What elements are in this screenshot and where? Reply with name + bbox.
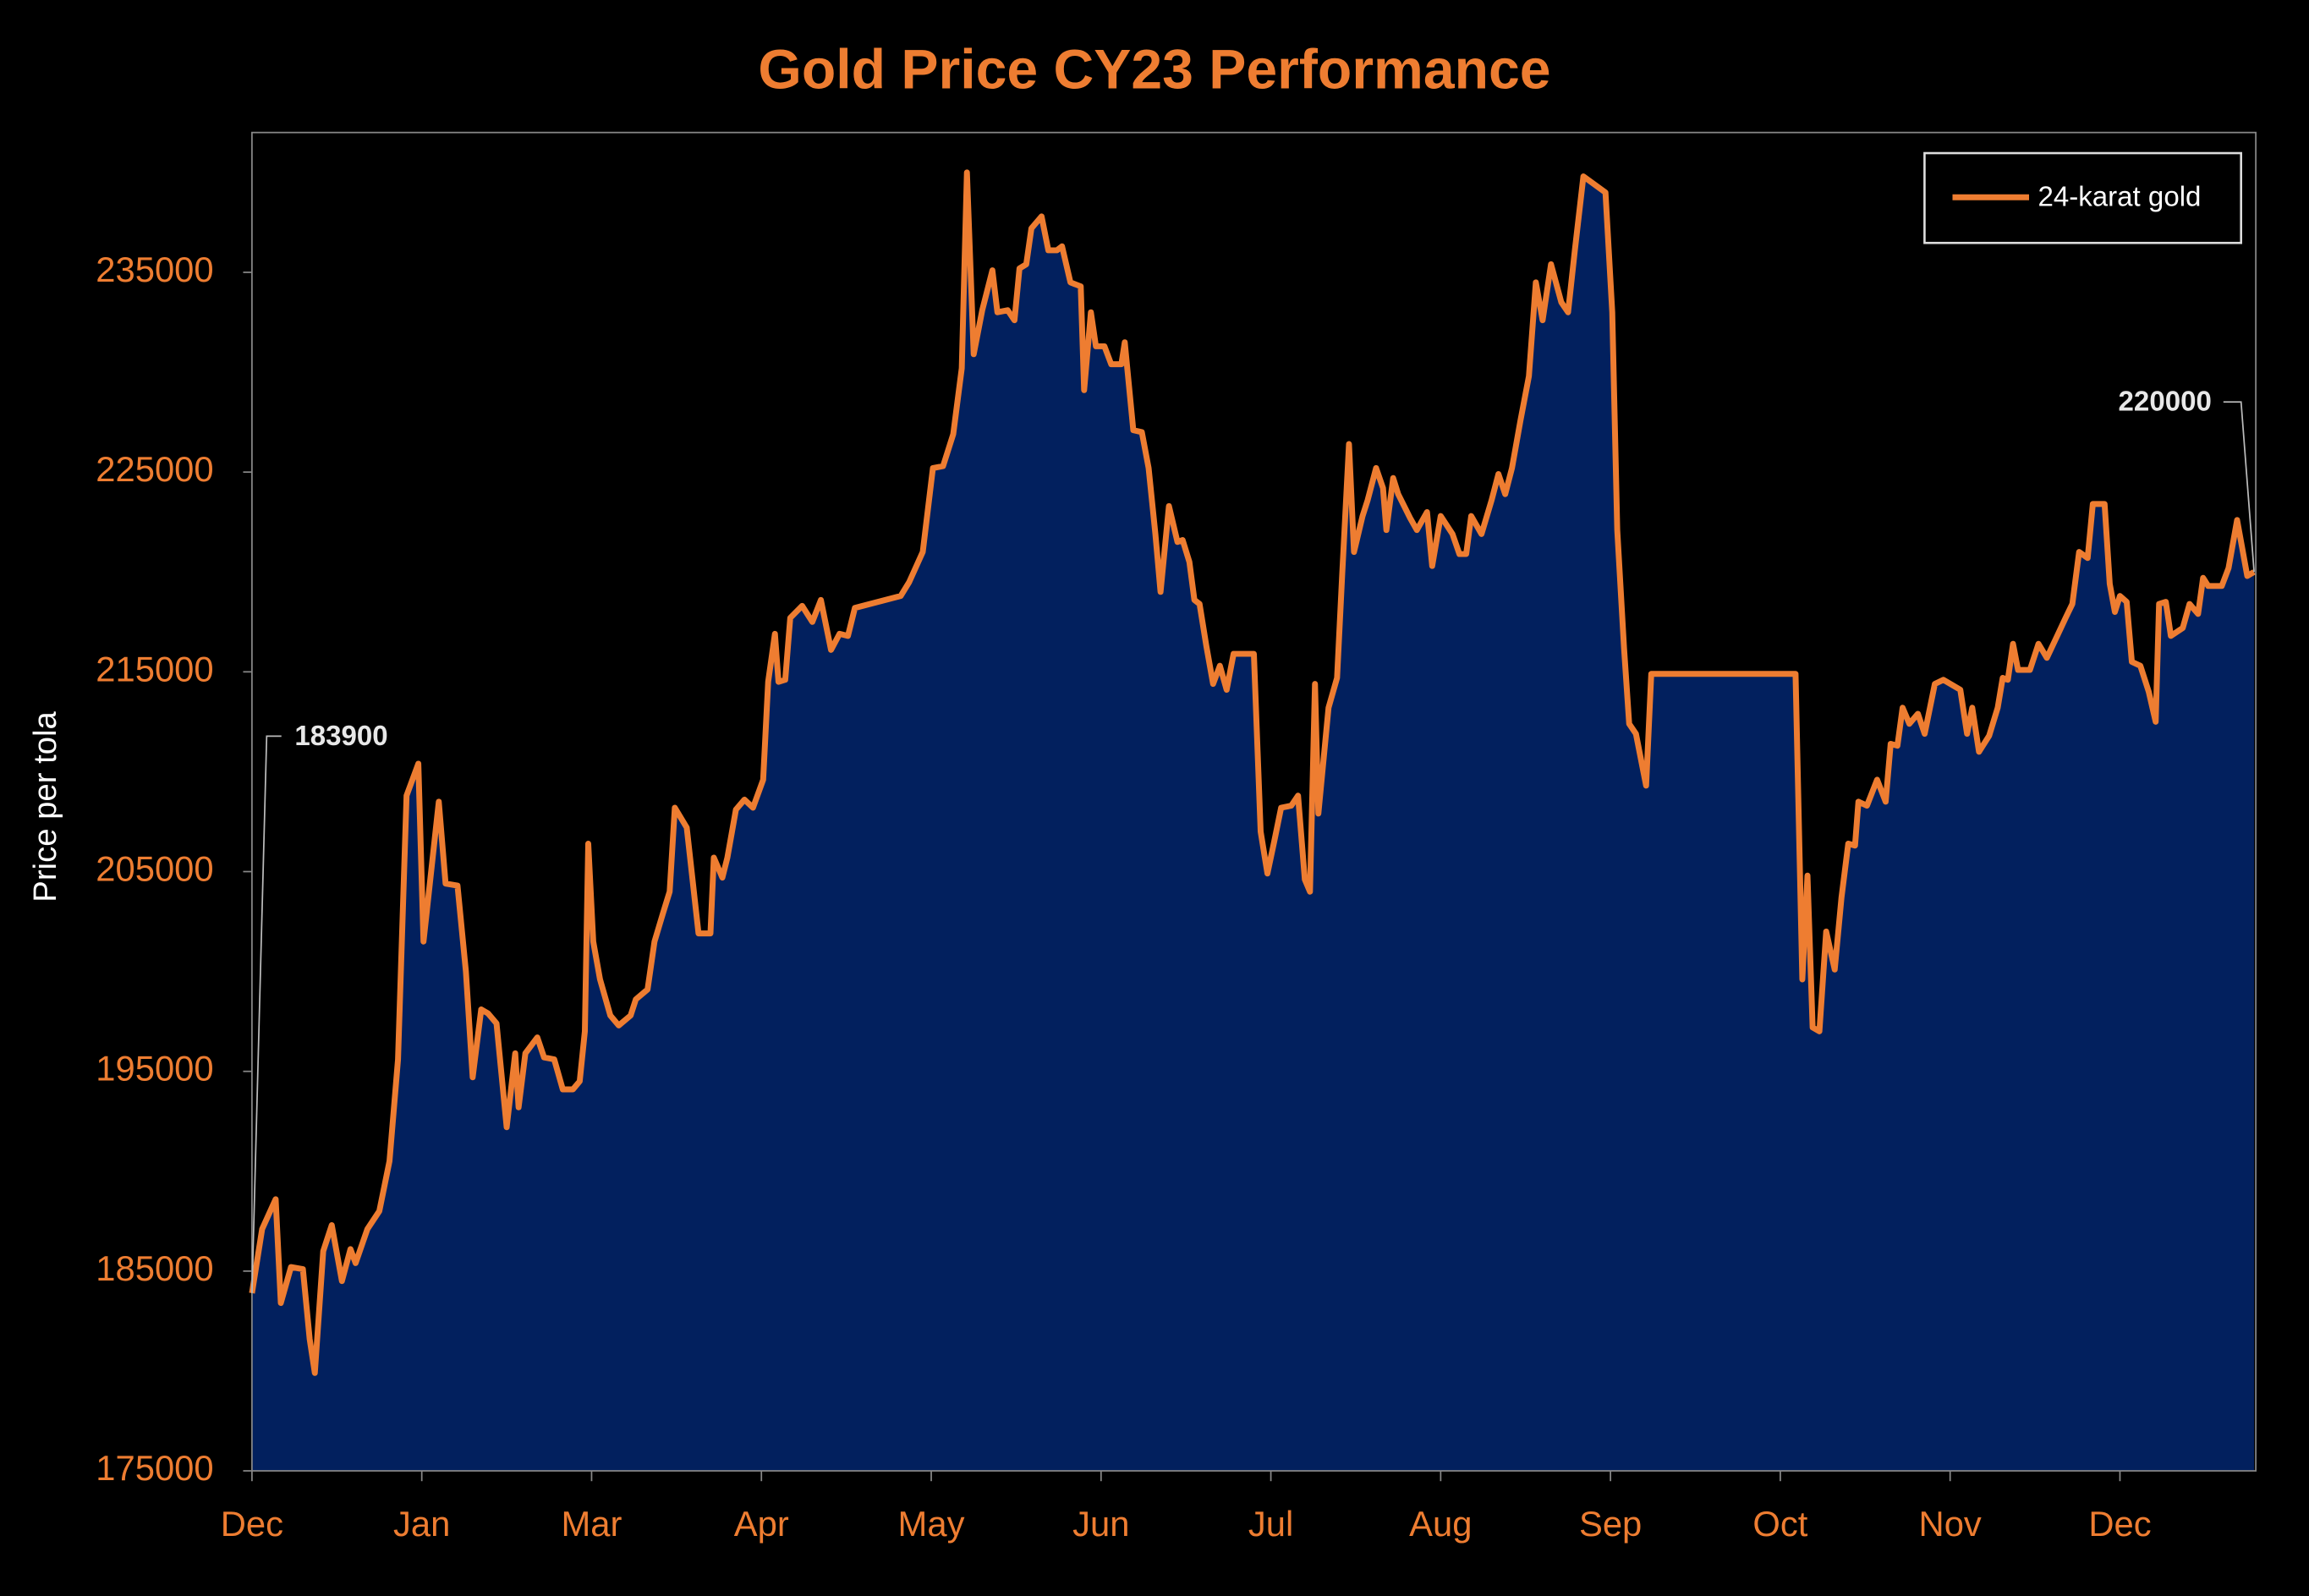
x-tick-label: Jul	[1248, 1504, 1293, 1544]
data-label: 183900	[294, 721, 387, 752]
x-tick-label: Nov	[1919, 1504, 1982, 1544]
x-tick-label: Mar	[561, 1504, 622, 1544]
data-label: 220000	[2119, 387, 2212, 418]
x-tick-label: Dec	[2088, 1504, 2151, 1544]
plot-frame	[251, 131, 2257, 1472]
y-tick-label: 195000	[96, 1049, 213, 1089]
x-tick-label: Jun	[1072, 1504, 1129, 1544]
annotation-leader	[2223, 401, 2255, 573]
x-tick-label: Dec	[221, 1504, 283, 1544]
x-tick-label: Sep	[1579, 1504, 1642, 1544]
y-tick-label: 205000	[96, 849, 213, 889]
annotation-leader	[251, 735, 282, 1293]
line	[249, 169, 2256, 1376]
x-tick-label: Apr	[734, 1504, 789, 1544]
y-tick-label: 235000	[96, 250, 213, 289]
chart-title: Gold Price CY23 Performance	[758, 39, 1550, 101]
x-tick-label: May	[898, 1504, 965, 1544]
legend-label: 24-karat gold	[2038, 182, 2201, 213]
x-tick-label: Jan	[393, 1504, 450, 1544]
area	[251, 172, 2255, 1472]
x-tick-label: Aug	[1409, 1504, 1472, 1544]
y-axis-label: Price per tola	[27, 710, 63, 902]
y-tick-label: 185000	[96, 1248, 213, 1288]
y-tick-label: 225000	[96, 449, 213, 489]
y-tick-label: 215000	[96, 649, 213, 688]
x-tick-label: Oct	[1752, 1504, 1807, 1544]
y-tick-label: 175000	[96, 1448, 213, 1488]
